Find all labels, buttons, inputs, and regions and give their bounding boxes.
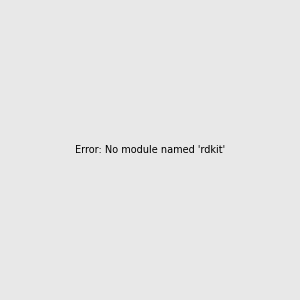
Text: Error: No module named 'rdkit': Error: No module named 'rdkit' [75, 145, 225, 155]
